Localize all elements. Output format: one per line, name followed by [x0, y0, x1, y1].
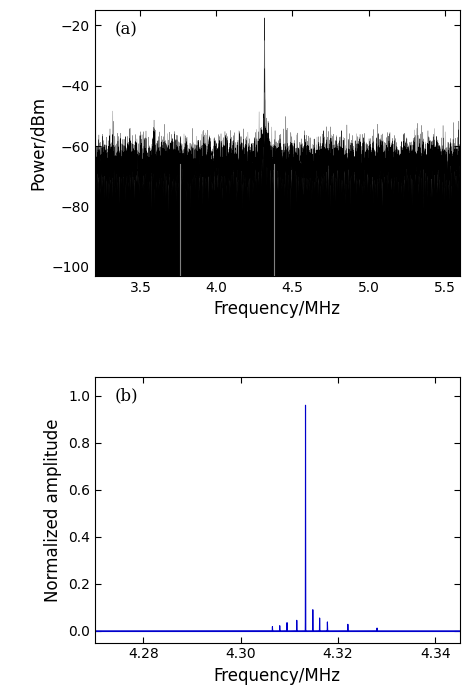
X-axis label: Frequency/MHz: Frequency/MHz [214, 667, 341, 685]
Y-axis label: Normalized amplitude: Normalized amplitude [45, 418, 63, 602]
Y-axis label: Power/dBm: Power/dBm [28, 96, 46, 190]
Text: (a): (a) [115, 21, 138, 38]
Text: (b): (b) [115, 388, 138, 405]
X-axis label: Frequency/MHz: Frequency/MHz [214, 301, 341, 319]
